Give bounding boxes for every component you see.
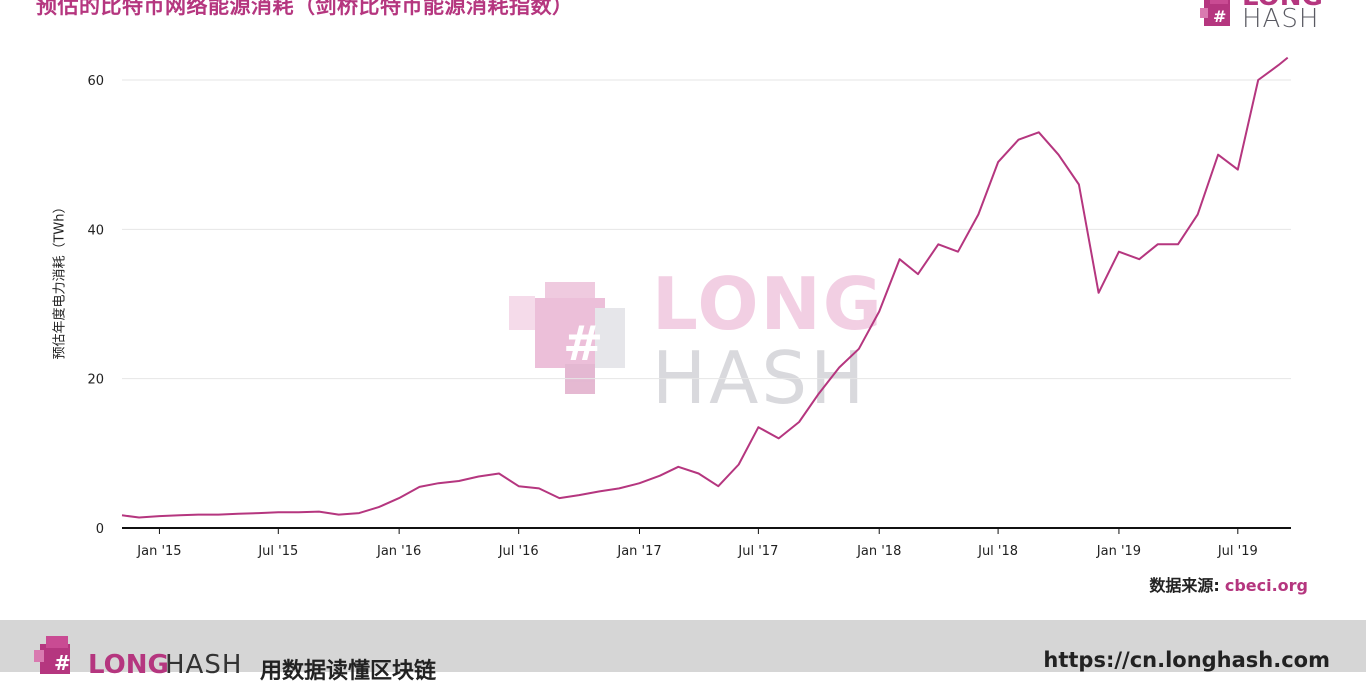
x-tick-labels: Jan '15 Jul '15 Jan '16 Jul '16 Jan '17 Jul '…: [136, 528, 1258, 559]
source-label: 数据来源:: [1149, 576, 1220, 595]
x-tick-label: Jan '18: [856, 544, 901, 559]
watermark-hash-text: HASH: [652, 336, 868, 420]
x-tick-label: Jan '17: [616, 544, 661, 559]
y-axis-label: 预估年度电力消耗（TWh）: [52, 200, 68, 360]
y-tick-label: 60: [87, 74, 104, 89]
logo-hash-text: HASH: [1242, 4, 1320, 34]
x-tick-label: Jul '16: [498, 544, 539, 559]
svg-text:#: #: [563, 316, 603, 372]
x-tick-label: Jan '16: [376, 544, 421, 559]
source-link[interactable]: cbeci.org: [1224, 576, 1308, 595]
series-line-0: [121, 56, 1289, 519]
footer-logo-hash: HASH: [165, 650, 243, 680]
x-tick-label: Jul '17: [737, 544, 778, 559]
x-tick-label: Jan '15: [136, 544, 181, 559]
y-tick-labels: 0 20 40 60: [87, 74, 104, 537]
x-tick-label: Jul '19: [1217, 544, 1258, 559]
footer-logo-long: LONG: [88, 650, 169, 680]
svg-text:#: #: [54, 651, 71, 675]
x-tick-label: Jul '18: [977, 544, 1018, 559]
x-tick-label: Jan '19: [1096, 544, 1141, 559]
footer-bar: # LONG HASH 用数据读懂区块链 https://cn.longhash…: [0, 620, 1366, 684]
data-source: 数据来源: cbeci.org: [1149, 572, 1308, 596]
y-tick-label: 20: [87, 373, 104, 388]
footer-dinosaur-logo-icon: #: [34, 636, 71, 675]
logo-long-text: LONG: [1242, 0, 1323, 12]
dinosaur-logo-icon: #: [1200, 0, 1230, 26]
svg-text:#: #: [1213, 7, 1226, 26]
grid-lines: [122, 79, 1291, 380]
chart-title: 预估的比特币网络能源消耗（剑桥比特币能源消耗指数）: [36, 0, 574, 18]
y-tick-label: 40: [87, 223, 104, 238]
longhash-logo[interactable]: # LONG HASH: [1196, 0, 1326, 34]
series-line-layer: [121, 56, 1289, 519]
y-tick-label: 0: [96, 522, 104, 537]
x-tick-label: Jul '15: [257, 544, 298, 559]
footer-slogan: 用数据读懂区块链: [260, 659, 437, 684]
watermark-long-text: LONG: [652, 262, 884, 346]
footer-url-link[interactable]: https://cn.longhash.com: [1043, 648, 1330, 672]
